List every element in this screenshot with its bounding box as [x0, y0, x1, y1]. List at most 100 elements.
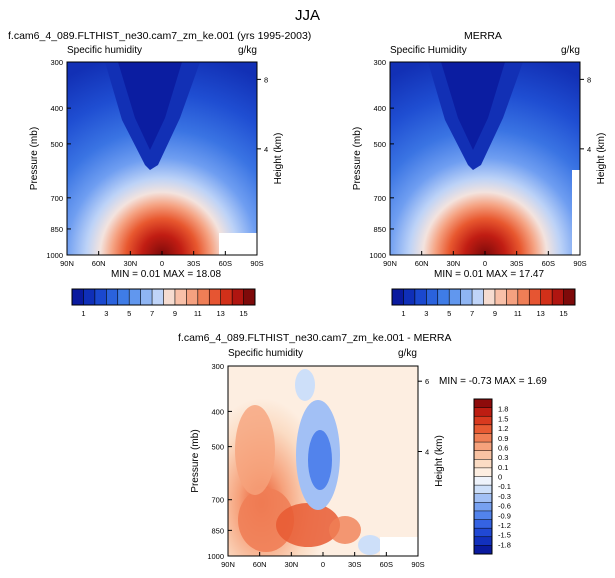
diff-colorbar-swatch [474, 485, 492, 495]
diff-colorbar-label: 0 [498, 473, 502, 482]
model-colorbar-label: 9 [173, 309, 177, 318]
diff-panel-title: f.cam6_4_089.FLTHIST_ne30.cam7_zm_ke.001… [178, 332, 452, 344]
model-xtick-label: 0 [160, 259, 164, 268]
diff-xtick-label: 60N [253, 560, 267, 569]
diff-colorbar-label: -0.6 [498, 502, 511, 511]
diff-colorbar-swatch [474, 528, 492, 538]
obs-colorbar-label: 7 [470, 309, 474, 318]
diff-colorbar-label: -1.8 [498, 540, 511, 549]
obs-units-label: g/kg [561, 45, 580, 56]
diff-colorbar-label: 1.2 [498, 424, 508, 433]
diff-colorbar-swatch [474, 416, 492, 426]
diff-colorbar-swatch [474, 459, 492, 469]
obs-colorbar-label: 9 [493, 309, 497, 318]
obs-ylabel: Pressure (mb) [352, 127, 363, 190]
model-units-label: g/kg [238, 45, 257, 56]
diff-y2tick-label: 6 [425, 377, 429, 386]
obs-ytick-label: 300 [373, 58, 386, 67]
obs-colorbar-swatch [540, 289, 553, 305]
diff-colorbar-swatch [474, 442, 492, 451]
model-xtick-label: 30S [187, 259, 200, 268]
diff-colorbar-swatch [474, 510, 492, 520]
model-colorbar-swatch [117, 289, 130, 305]
diff-ytick-label: 700 [211, 496, 224, 505]
diff-xtick-label: 90N [221, 560, 235, 569]
model-y2label: Height (km) [273, 133, 284, 185]
model-colorbar-swatch [220, 289, 233, 305]
diff-xtick-label: 30S [348, 560, 361, 569]
model-colorbar-swatch [94, 289, 107, 305]
obs-colorbar-label: 1 [401, 309, 405, 318]
obs-colorbar-swatch [449, 289, 461, 305]
obs-colorbar-swatch [403, 289, 416, 305]
diff-colorbar-label: -0.3 [498, 492, 511, 501]
obs-colorbar-swatch [472, 289, 484, 305]
obs-colorbar-label: 13 [537, 309, 545, 318]
diff-colorbar-swatch [474, 536, 492, 546]
model-colorbar-label: 7 [150, 309, 154, 318]
diff-field [228, 366, 418, 556]
model-colorbar-swatch [232, 289, 244, 305]
obs-colorbar-swatch [426, 289, 439, 305]
obs-colorbar-swatch [437, 289, 450, 305]
obs-y2tick-label: 4 [587, 145, 591, 154]
diff-colorbar-swatch [474, 433, 492, 443]
diff-colorbar-swatch [474, 467, 492, 477]
model-xtick-label: 30N [123, 259, 137, 268]
model-colorbar-swatch [106, 289, 119, 305]
obs-variable-label: Specific Humidity [390, 45, 467, 56]
diff-ytick-label: 400 [211, 407, 224, 416]
obs-colorbar-label: 15 [559, 309, 567, 318]
obs-y2label: Height (km) [596, 133, 607, 185]
diff-colorbar-label: -1.5 [498, 531, 511, 540]
obs-colorbar-swatch [483, 289, 496, 305]
obs-xtick-label: 30N [446, 259, 460, 268]
diff-ytick-label: 1000 [207, 552, 224, 561]
model-colorbar-label: 3 [104, 309, 108, 318]
obs-colorbar-swatch [563, 289, 576, 305]
obs-colorbar-swatch [494, 289, 507, 305]
model-colorbar-label: 5 [127, 309, 131, 318]
diff-variable-label: Specific humidity [228, 348, 304, 359]
obs-colorbar-label: 5 [447, 309, 451, 318]
model-ytick-label: 700 [50, 194, 63, 203]
obs-colorbar-swatch [414, 289, 427, 305]
diff-ytick-label: 500 [211, 443, 224, 452]
obs-field [390, 62, 580, 255]
diff-colorbar-swatch [474, 502, 492, 512]
diff-colorbar-label: -0.9 [498, 511, 511, 520]
obs-colorbar-label: 11 [514, 309, 522, 318]
obs-panel-title: MERRA [464, 30, 502, 42]
model-ytick-label: 1000 [46, 251, 63, 260]
diff-y2label: Height (km) [434, 435, 445, 487]
obs-colorbar-swatch [506, 289, 519, 305]
model-field [67, 62, 257, 255]
diff-colorbar-label: 1.8 [498, 405, 508, 414]
model-stats: MIN = 0.01 MAX = 18.08 [111, 269, 222, 280]
obs-colorbar-swatch [517, 289, 530, 305]
model-colorbar-swatch [197, 289, 210, 305]
model-colorbar-swatch [129, 289, 141, 305]
diff-xtick-label: 0 [321, 560, 325, 569]
diff-colorbar-label: -0.1 [498, 482, 511, 491]
diff-colorbar-swatch [474, 493, 492, 503]
diff-colorbar-swatch [474, 399, 492, 408]
obs-colorbar-label: 3 [424, 309, 428, 318]
model-xtick-label: 60S [219, 259, 232, 268]
diff-colorbar-swatch [474, 476, 492, 486]
diff-colorbar-swatch [474, 424, 492, 434]
model-colorbar-label: 15 [239, 309, 247, 318]
diff-colorbar-label: 1.5 [498, 414, 508, 423]
obs-ytick-label: 850 [373, 225, 386, 234]
obs-xtick-label: 30S [510, 259, 523, 268]
model-colorbar-swatch [174, 289, 187, 305]
diff-xtick-label: 30N [284, 560, 298, 569]
model-ytick-label: 400 [50, 104, 63, 113]
obs-colorbar-swatch [392, 289, 404, 305]
model-xtick-label: 90N [60, 259, 74, 268]
model-colorbar-label: 1 [81, 309, 85, 318]
diff-xtick-label: 60S [380, 560, 393, 569]
diff-colorbar-swatch [474, 450, 492, 460]
model-ytick-label: 500 [50, 140, 63, 149]
diff-colorbar-label: -1.2 [498, 521, 511, 530]
